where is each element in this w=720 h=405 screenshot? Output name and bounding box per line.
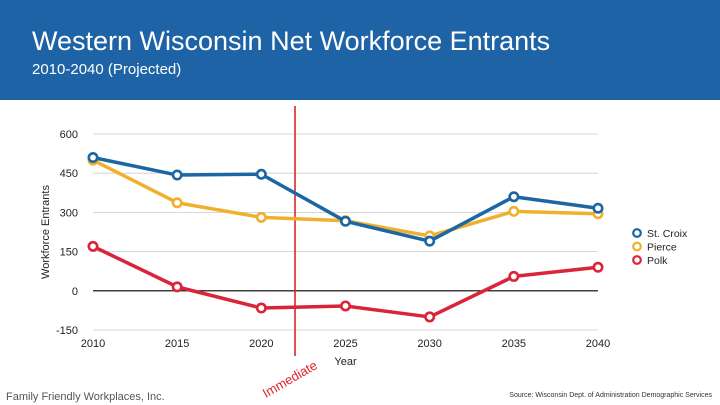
y-tick-label: 0 [72,286,78,298]
data-point-st_croix [171,169,183,181]
y-axis-label: Workforce Entrants [40,185,52,279]
y-tick-label: 300 [60,207,78,219]
legend-label-st_croix: St. Croix [647,228,688,240]
x-tick-label: 2025 [333,338,357,350]
legend-label-polk: Polk [647,255,668,267]
data-point-st_croix [508,191,520,203]
data-point-polk [339,300,351,312]
data-point-polk [171,281,183,293]
data-point-pierce [255,211,267,223]
legend-label-pierce: Pierce [647,242,677,254]
data-point-polk [87,240,99,252]
page-subtitle: 2010-2040 (Projected) [32,61,182,78]
footer-source: Source: Wisconsin Dept. of Administratio… [509,392,712,399]
footer-company: Family Friendly Workplaces, Inc. [6,391,165,403]
y-tick-label: -150 [56,325,78,337]
y-tick-label: 450 [60,168,78,180]
data-point-st_croix [424,235,436,247]
page-title: Western Wisconsin Net Workforce Entrants [32,26,551,56]
x-axis-label: Year [334,356,357,368]
x-tick-label: 2020 [249,338,273,350]
legend-swatch-st_croix [632,228,642,238]
legend-swatch-polk [632,255,642,265]
legend-swatch-pierce [632,241,642,252]
data-point-st_croix [592,202,604,214]
data-point-polk [424,311,436,323]
x-tick-label: 2035 [502,338,526,350]
y-tick-label: 600 [60,129,78,141]
header-banner [0,0,720,100]
x-tick-label: 2010 [81,338,105,350]
data-point-st_croix [87,152,99,164]
x-tick-label: 2015 [165,338,189,350]
x-tick-label: 2040 [586,338,610,350]
data-point-polk [255,302,267,314]
y-tick-label: 150 [60,247,78,259]
data-point-polk [508,270,520,282]
data-point-st_croix [339,215,351,227]
data-point-pierce [171,197,183,209]
data-point-pierce [508,205,520,217]
immediate-marker-label: Immediate [260,357,320,400]
x-tick-label: 2030 [417,338,441,350]
data-point-st_croix [255,168,267,180]
data-point-polk [592,261,604,273]
